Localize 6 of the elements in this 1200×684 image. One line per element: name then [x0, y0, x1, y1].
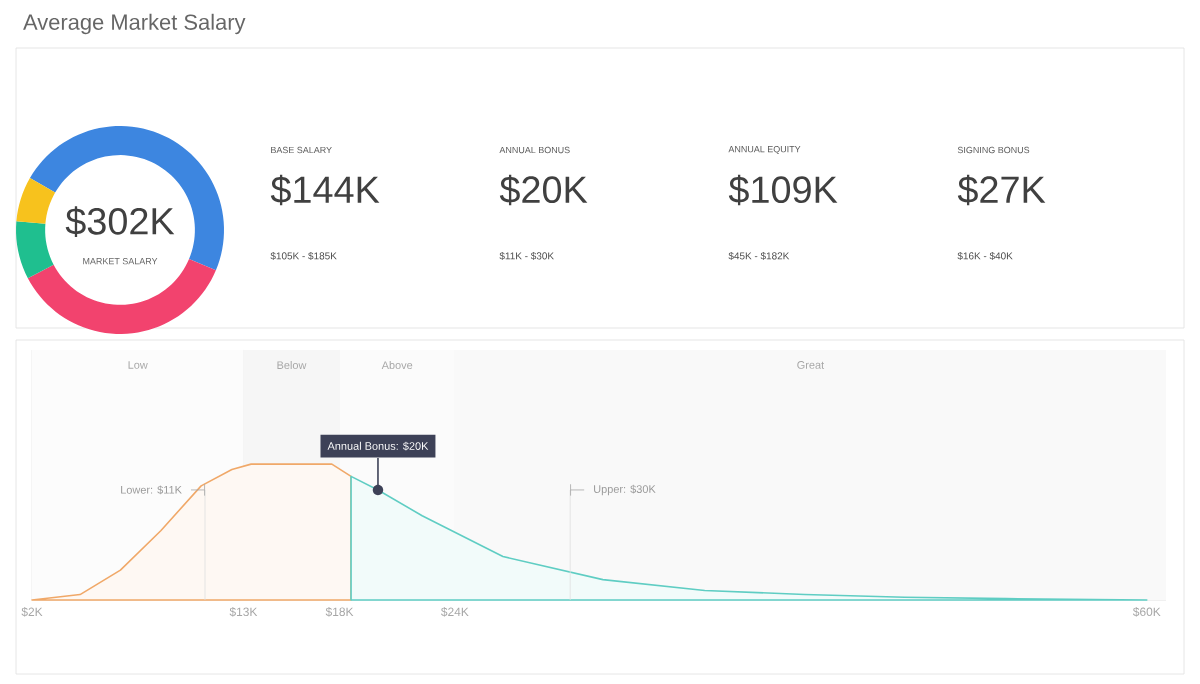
text: $109K	[728, 174, 838, 206]
text: $20K	[499, 174, 588, 206]
text: $144K	[270, 174, 380, 206]
text: $27K	[957, 174, 1046, 206]
chart-title: Average Market Salary	[23, 13, 246, 35]
text: $302K	[65, 206, 175, 237]
